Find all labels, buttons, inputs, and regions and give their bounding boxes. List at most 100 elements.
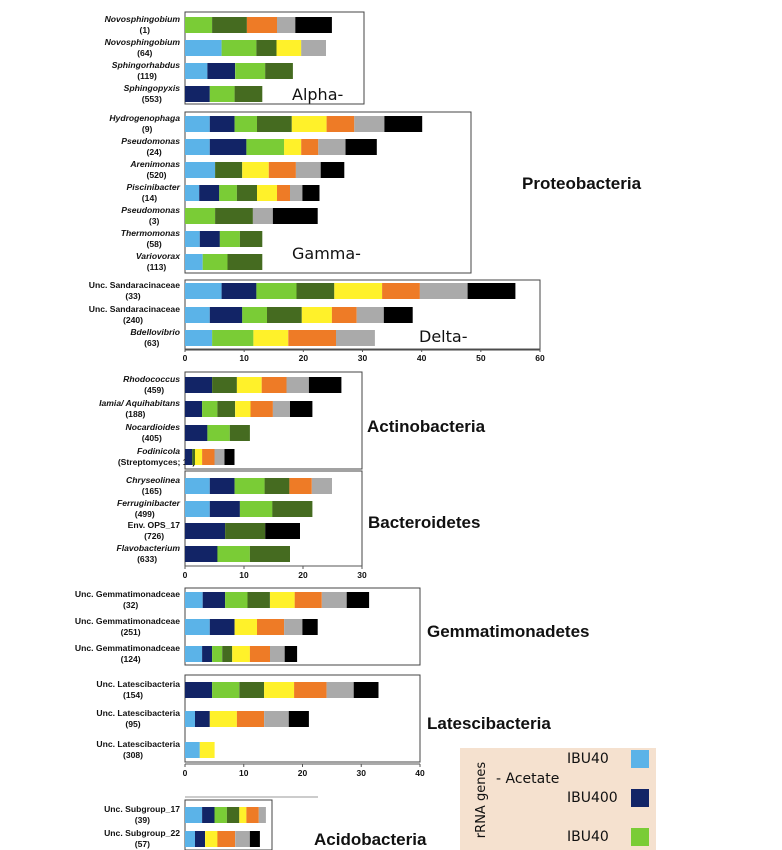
bar-segment xyxy=(222,646,233,662)
bar-segment xyxy=(185,231,200,247)
bar-segment xyxy=(185,449,193,465)
bar-segment xyxy=(209,619,235,635)
bar-segment xyxy=(294,682,327,698)
bar-segment xyxy=(246,139,285,155)
bar-segment xyxy=(235,63,266,79)
row-label: Unc. Latescibacteria xyxy=(96,708,180,718)
bar-row: Unc. Gemmatimonadceae(251) xyxy=(75,616,318,637)
bar-segment xyxy=(256,40,277,56)
tick-label: 30 xyxy=(357,768,367,778)
tick-label: 10 xyxy=(239,353,249,363)
bar-segment xyxy=(242,307,267,323)
bar-row: Variovorax(113) xyxy=(136,251,263,272)
bar-segment xyxy=(264,711,289,727)
tick-label: 40 xyxy=(417,353,427,363)
legend-group-text: - Acetate xyxy=(496,771,559,787)
row-count: (63) xyxy=(144,338,159,348)
bar-row: Piscinibacter(14) xyxy=(127,182,320,203)
bar-segment xyxy=(185,807,203,823)
bar-segment xyxy=(261,377,287,393)
bar-segment xyxy=(246,17,277,33)
bar-row: Flavobacterium(633) xyxy=(116,543,290,564)
legend-background xyxy=(460,748,656,850)
bar-segment xyxy=(321,592,347,608)
bar-segment xyxy=(232,646,250,662)
bar-segment xyxy=(345,139,377,155)
row-count: (154) xyxy=(123,690,143,700)
row-label: Iamia/ Aquihabitans xyxy=(99,398,180,408)
bar-segment xyxy=(257,619,285,635)
bar-row: Unc. Latescibacteria(308) xyxy=(96,739,215,760)
bar-segment xyxy=(185,646,203,662)
row-label: Sphingopyxis xyxy=(124,83,181,93)
bar-row: Chryseolinea(165) xyxy=(126,475,332,496)
row-count: (Streptomyces; 15) xyxy=(118,457,196,467)
row-label: Unc. Gemmatimonadceae xyxy=(75,589,180,599)
bar-segment xyxy=(235,831,250,847)
subgroup-label: Alpha- xyxy=(292,85,343,104)
bar-segment xyxy=(234,116,257,132)
bar-segment xyxy=(229,425,250,441)
row-label: Novosphingobium xyxy=(105,14,181,24)
bar-segment xyxy=(185,831,195,847)
bar-segment xyxy=(382,283,420,299)
row-count: (726) xyxy=(144,531,164,541)
legend-swatch xyxy=(631,828,649,846)
bar-segment xyxy=(227,254,263,270)
row-count: (113) xyxy=(147,262,167,272)
x-axis: 0 10 20 30 40 50 60 xyxy=(183,348,545,363)
bar-segment xyxy=(214,449,225,465)
bar-segment xyxy=(225,592,248,608)
bar-segment xyxy=(301,139,319,155)
bar-row: Sphingorhabdus(119) xyxy=(112,60,293,81)
bar-segment xyxy=(185,377,213,393)
row-label: Nocardioides xyxy=(126,422,181,432)
bar-row: Unc. Subgroup_22(57) xyxy=(104,828,260,849)
bar-segment xyxy=(311,478,332,494)
row-count: (95) xyxy=(125,719,140,729)
bar-segment xyxy=(185,139,210,155)
bar-segment xyxy=(185,619,210,635)
bar-segment xyxy=(224,449,235,465)
row-label: Fodinicola xyxy=(137,446,180,456)
legend-label: IBU40 xyxy=(567,751,609,767)
bar-segment xyxy=(209,501,240,517)
bar-segment xyxy=(331,307,357,323)
bar-segment xyxy=(202,807,215,823)
bar-segment xyxy=(185,592,203,608)
bar-segment xyxy=(185,711,195,727)
bar-segment xyxy=(295,162,321,178)
bar-row: Unc. Sandaracinaceae(33) xyxy=(89,280,516,301)
tick-label: 60 xyxy=(535,353,545,363)
bar-segment xyxy=(185,523,226,539)
bar-segment xyxy=(185,425,208,441)
bar-segment xyxy=(336,330,375,346)
bar-segment xyxy=(185,401,203,417)
row-count: (499) xyxy=(135,509,155,519)
panel-frame xyxy=(184,371,363,470)
panel-frame xyxy=(184,11,365,105)
bar-segment xyxy=(207,425,230,441)
bar-segment xyxy=(290,401,313,417)
bar-segment xyxy=(326,116,355,132)
bar-segment xyxy=(235,401,251,417)
bar-segment xyxy=(289,478,312,494)
row-label: Pseudomonas xyxy=(121,136,180,146)
bar-segment xyxy=(202,401,218,417)
bar-segment xyxy=(249,646,270,662)
bar-row: Nocardioides(405) xyxy=(126,422,250,443)
group-label: Acidobacteria xyxy=(314,830,427,849)
bar-segment xyxy=(209,116,235,132)
bar-segment xyxy=(217,546,250,562)
legend-axis-text: rRNA genes xyxy=(474,762,489,839)
bar-segment xyxy=(276,40,302,56)
bar-segment xyxy=(257,185,278,201)
bar-segment xyxy=(419,283,468,299)
bar-segment xyxy=(270,646,285,662)
row-label: Rhodococcus xyxy=(123,374,180,384)
bar-segment xyxy=(257,116,292,132)
bar-row: Novosphingobium(1) xyxy=(105,14,332,35)
tick-label: 0 xyxy=(183,353,188,363)
bar-segment xyxy=(247,592,270,608)
bar-segment xyxy=(383,307,413,323)
